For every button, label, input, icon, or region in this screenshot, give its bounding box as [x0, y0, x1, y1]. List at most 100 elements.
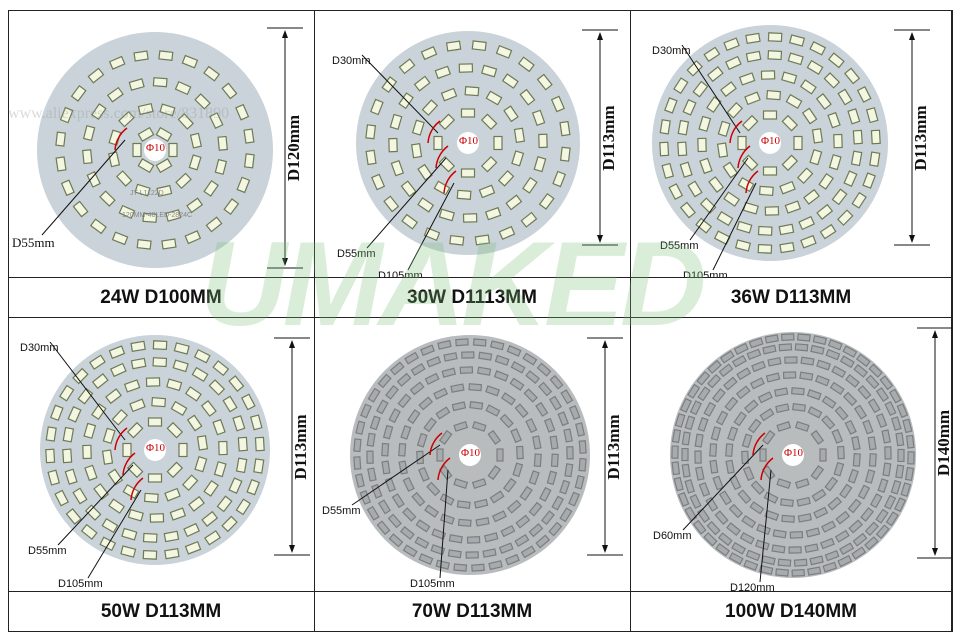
led-chip [137, 158, 155, 174]
led-chip [54, 489, 69, 507]
led-chip [764, 206, 780, 216]
measurement-annotation: D55mm [322, 505, 361, 517]
led-chip [400, 425, 412, 440]
led-chip [184, 541, 202, 555]
led-chip [741, 114, 759, 132]
led-chip [473, 498, 489, 509]
led-chip [717, 532, 733, 547]
led-chip [784, 200, 802, 214]
led-chip [749, 501, 765, 515]
led-chip [564, 463, 574, 478]
led-chip [123, 379, 141, 393]
led-chip [679, 201, 696, 219]
led-chip [142, 212, 158, 223]
pointer-arrow [759, 469, 772, 583]
led-chip [831, 188, 848, 206]
led-chip [181, 474, 199, 492]
radius-marker [437, 457, 451, 481]
center-hole [457, 132, 479, 154]
led-chip [736, 220, 753, 234]
led-chip [837, 554, 853, 568]
led-chip [875, 508, 889, 524]
led-chip [687, 180, 703, 198]
led-chip [533, 156, 547, 173]
led-chip [485, 385, 500, 397]
led-chip [453, 478, 469, 489]
led-chip [196, 435, 209, 451]
led-chip [523, 388, 538, 403]
led-chip [390, 159, 405, 177]
led-chip [487, 429, 502, 445]
led-chip [844, 67, 861, 85]
led-chip [671, 445, 679, 459]
led-chip [82, 125, 96, 142]
led-chip [99, 190, 116, 207]
led-chip [677, 491, 690, 507]
led-chip [164, 487, 181, 502]
led-chip [884, 446, 892, 460]
led-chip [418, 396, 434, 411]
led-chip [241, 393, 256, 411]
led-chip [143, 492, 159, 503]
led-chip [819, 537, 835, 550]
led-chip [376, 399, 389, 415]
led-chip [417, 197, 435, 213]
led-chip [149, 513, 165, 523]
led-chip [221, 515, 238, 533]
led-chip [489, 340, 505, 351]
led-chip [533, 453, 542, 468]
led-chip [532, 435, 542, 450]
led-chip [111, 231, 129, 246]
product-title: 100W D140MM [630, 592, 953, 632]
radius-marker [443, 170, 457, 194]
led-chip [353, 438, 362, 453]
led-chip [194, 93, 211, 110]
led-chip [727, 426, 739, 442]
led-chip [706, 373, 722, 389]
board-silkscreen-text: JT-L1122D [130, 190, 164, 197]
arrow-up-icon [909, 32, 915, 40]
led-chip [723, 191, 741, 207]
led-chip [237, 436, 248, 452]
led-chip [549, 435, 559, 450]
led-chip [420, 46, 438, 61]
led-chip [506, 499, 522, 514]
led-chip [404, 351, 420, 365]
center-hole [144, 439, 166, 461]
led-chip [228, 477, 243, 494]
led-chip [409, 381, 425, 396]
led-chip [145, 377, 161, 387]
led-chip [835, 510, 851, 525]
led-chip [204, 530, 222, 546]
led-chip [844, 419, 857, 435]
led-board [40, 335, 310, 579]
product-image-6: Φ10 D140mm D60mm D120mm [630, 318, 953, 592]
led-chip [443, 352, 458, 362]
led-chip [468, 383, 483, 392]
led-chip [812, 335, 828, 346]
led-chip [142, 532, 158, 543]
led-chip [781, 154, 799, 172]
led-chip [725, 443, 734, 457]
led-chip [781, 333, 795, 342]
led-chip [500, 392, 516, 406]
led-chip [865, 107, 879, 124]
led-chip [536, 73, 553, 91]
led-chip [528, 470, 540, 485]
led-chip [799, 79, 817, 95]
led-chip [703, 46, 721, 63]
led-chip [460, 168, 476, 178]
led-chip [455, 338, 469, 347]
led-chip [775, 403, 790, 414]
arrow-up-icon [289, 340, 295, 348]
led-chip [715, 410, 729, 426]
led-chip [243, 153, 255, 169]
led-chip [888, 388, 902, 404]
led-chip [450, 383, 465, 393]
led-chip [456, 500, 471, 510]
led-chip [869, 151, 881, 167]
led-chip [382, 424, 394, 440]
led-chip [851, 436, 861, 451]
led-chip [497, 170, 515, 187]
led-chip [177, 113, 195, 130]
